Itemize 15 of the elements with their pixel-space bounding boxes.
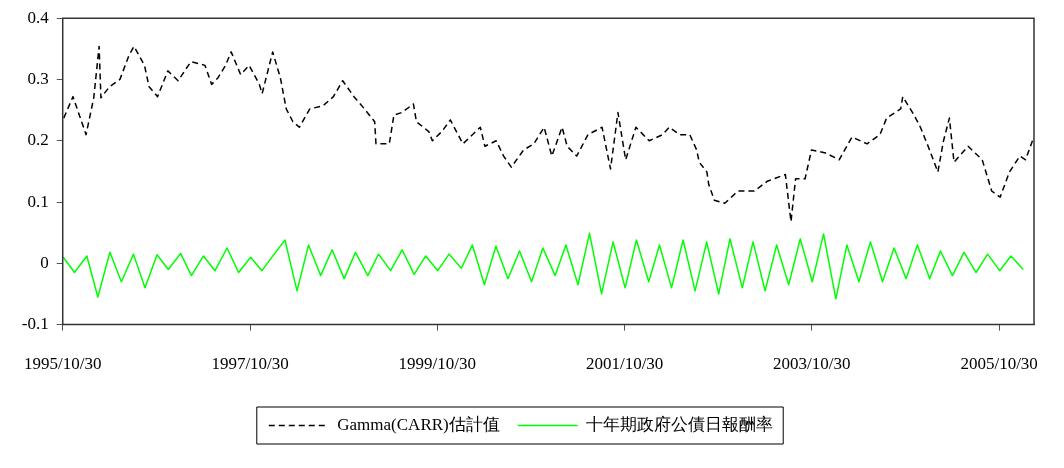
x-tick-label: 1997/10/30 [211, 354, 289, 374]
x-tick-label: 2003/10/30 [773, 354, 851, 374]
x-tick-label: 2001/10/30 [585, 354, 664, 374]
y-tick-label: -0.1 [21, 314, 49, 334]
legend-label: 十年期政府公債日報酬率 [586, 414, 774, 434]
x-tick-label: 1995/10/30 [24, 354, 102, 374]
legend-label: Gamma(CARR)估計值 [337, 414, 500, 434]
line-series [63, 45, 1034, 223]
y-tick-label: 0.2 [27, 130, 49, 150]
y-tick-label: 0.1 [27, 191, 49, 211]
y-tick-label: 0.3 [27, 68, 49, 88]
x-tick-label: 1999/10/30 [398, 354, 476, 374]
x-tick-label: 2005/10/30 [960, 354, 1038, 374]
y-tick-label: 0.4 [27, 7, 50, 27]
y-tick-label: 0 [40, 252, 49, 272]
